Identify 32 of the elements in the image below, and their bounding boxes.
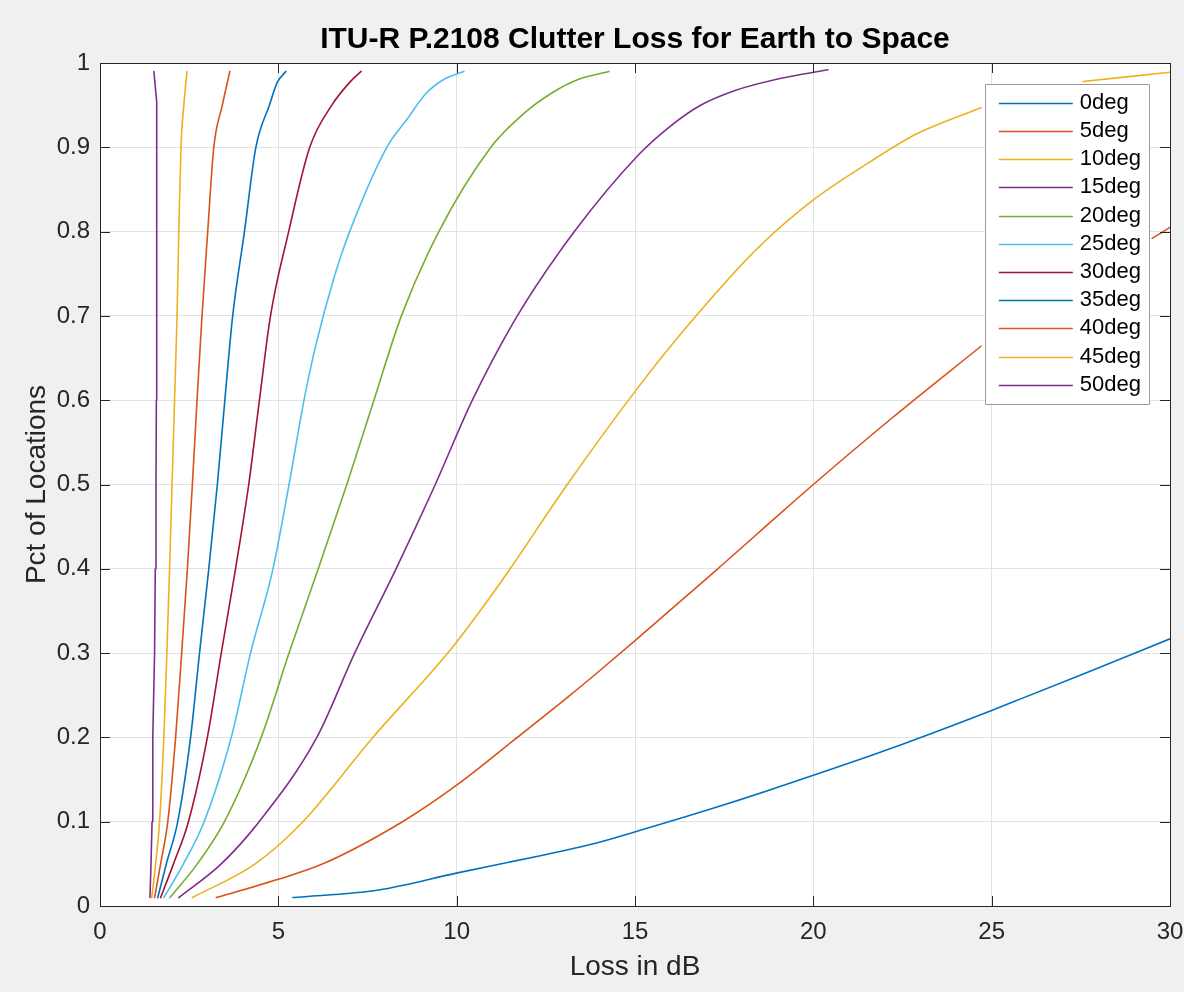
y-axis-title: Pct of Locations (19, 384, 51, 585)
legend-label: 25deg (1079, 229, 1142, 255)
chart-title: ITU-R P.2108 Clutter Loss for Earth to Space (320, 21, 950, 55)
y-tick-label: 0 (76, 890, 90, 918)
y-tick-label: 0.2 (56, 722, 90, 750)
y-tick-label: 0.6 (56, 384, 90, 412)
y-tick-label: 0.7 (56, 300, 90, 328)
legend-label: 45deg (1079, 342, 1142, 368)
legend-label: 20deg (1079, 201, 1142, 227)
x-axis-title: Loss in dB (569, 949, 701, 981)
x-tick-label: 5 (271, 917, 286, 945)
y-tick-label: 0.4 (56, 553, 90, 581)
legend-label: 35deg (1079, 286, 1142, 312)
legend-label: 10deg (1079, 145, 1142, 171)
x-tick-label: 0 (93, 917, 107, 945)
legend-label: 15deg (1079, 173, 1142, 199)
legend-label: 5deg (1079, 117, 1129, 143)
legend-label: 30deg (1079, 258, 1142, 284)
legend-label: 40deg (1079, 314, 1142, 340)
legend-label: 0deg (1079, 88, 1129, 114)
x-tick-label: 25 (978, 917, 1006, 945)
x-tick-label: 20 (799, 917, 827, 945)
y-tick-label: 0.9 (56, 131, 90, 159)
x-tick-label: 10 (443, 917, 471, 945)
y-tick-label: 0.1 (56, 806, 90, 834)
x-tick-label: 30 (1156, 917, 1184, 945)
x-tick-label: 15 (621, 917, 649, 945)
y-tick-label: 0.5 (56, 469, 90, 497)
legend-label: 50deg (1079, 370, 1142, 396)
y-tick-label: 0.3 (56, 637, 90, 665)
y-tick-label: 0.8 (56, 216, 90, 244)
y-tick-label: 1 (76, 47, 90, 75)
